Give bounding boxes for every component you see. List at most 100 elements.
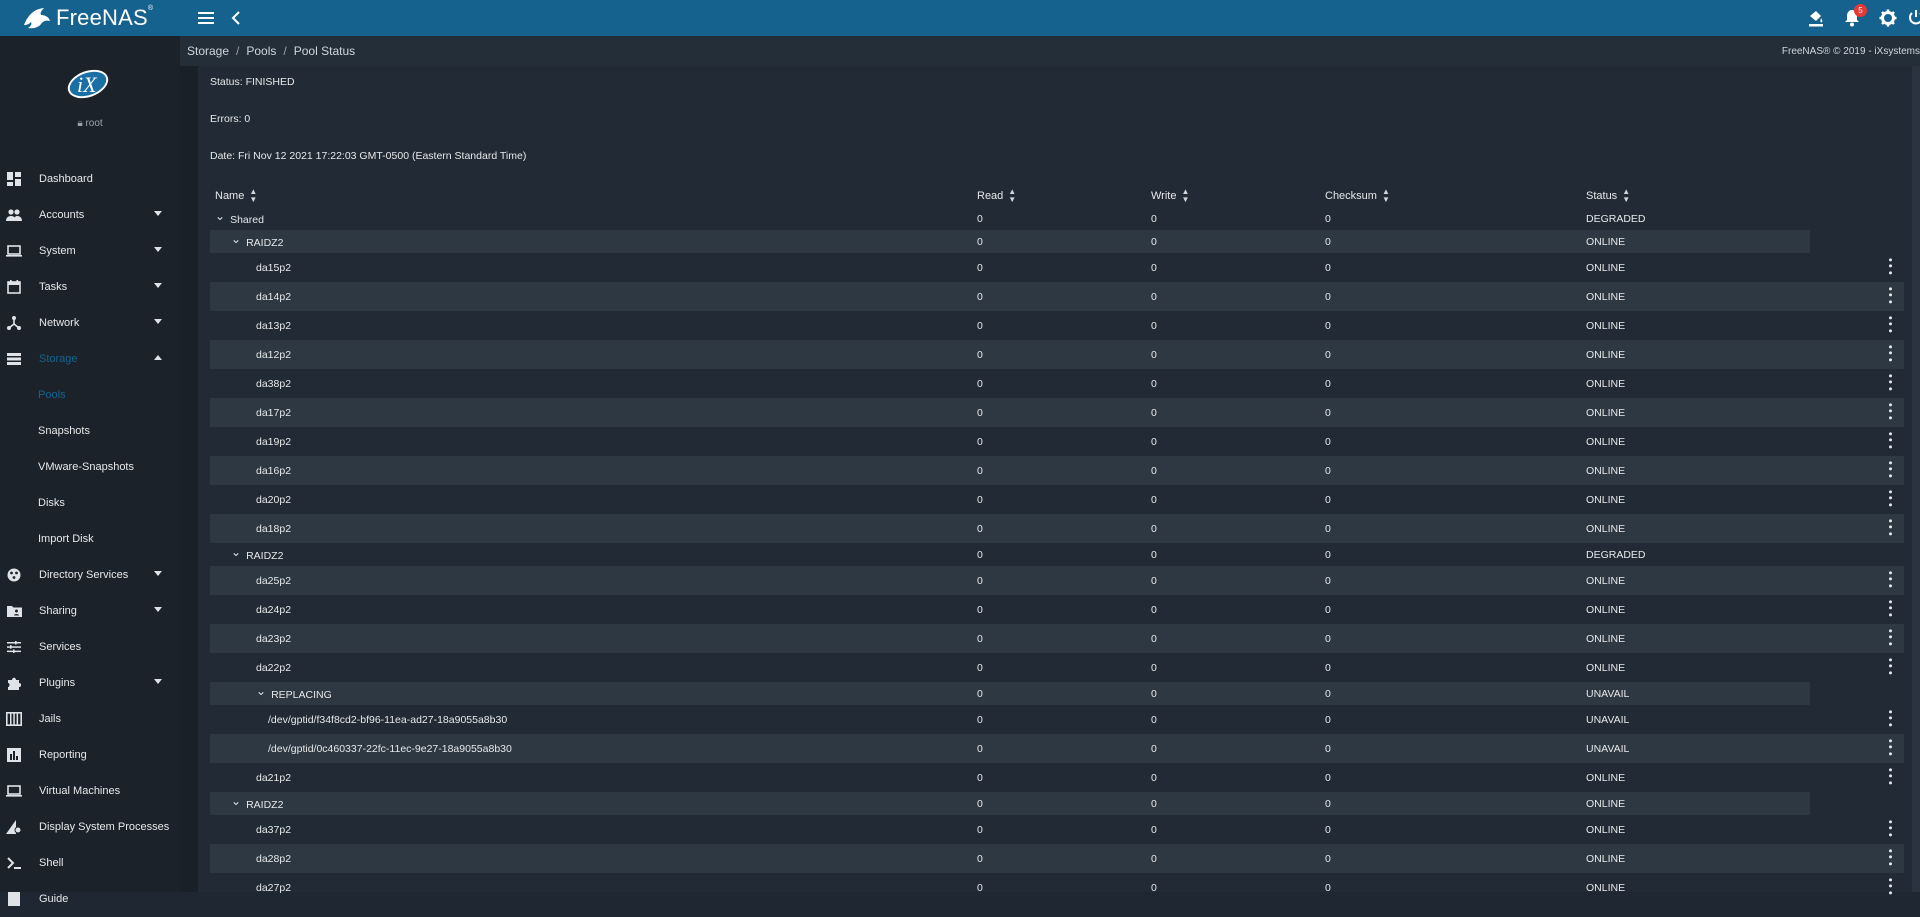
table-row[interactable]: /dev/gptid/0c460337-22fc-11ec-9e27-18a90… bbox=[210, 734, 1904, 763]
column-header-checksum[interactable]: Checksum ▲ ▼ bbox=[1325, 187, 1390, 204]
sidebar-item-virtual-machines[interactable]: Virtual Machines bbox=[0, 773, 180, 809]
column-header-name[interactable]: Name ▲ ▼ bbox=[215, 187, 258, 204]
chevron-down-icon[interactable]: ⌄ bbox=[231, 793, 242, 808]
scrub-errors: Errors: 0 bbox=[210, 113, 251, 125]
sidebar-item-dashboard[interactable]: Dashboard bbox=[0, 161, 180, 197]
cell-read: 0 bbox=[977, 377, 983, 390]
more-vert-icon[interactable] bbox=[1884, 709, 1896, 726]
menu-icon[interactable] bbox=[196, 8, 216, 28]
sidebar-item-shell[interactable]: Shell bbox=[0, 845, 180, 881]
chevron-left-icon[interactable] bbox=[228, 8, 244, 28]
sidebar-subitem-pools[interactable]: Pools bbox=[38, 389, 66, 401]
more-vert-icon[interactable] bbox=[1884, 489, 1896, 506]
table-row[interactable]: da18p2 0 0 0 ONLINE bbox=[210, 514, 1904, 543]
sidebar-item-plugins[interactable]: Plugins bbox=[0, 665, 180, 701]
more-vert-icon[interactable] bbox=[1884, 848, 1896, 865]
table-row[interactable]: da12p2 0 0 0 ONLINE bbox=[210, 340, 1904, 369]
sidebar-item-accounts[interactable]: Accounts bbox=[0, 197, 180, 233]
chevron-down-icon[interactable]: ⌄ bbox=[231, 544, 242, 559]
cell-name-text: da14p2 bbox=[256, 290, 292, 303]
cell-read: 0 bbox=[977, 713, 983, 726]
more-vert-icon[interactable] bbox=[1884, 431, 1896, 448]
table-row[interactable]: da19p2 0 0 0 ONLINE bbox=[210, 427, 1904, 456]
table-row[interactable]: da13p2 0 0 0 ONLINE bbox=[210, 311, 1904, 340]
computer-icon bbox=[6, 783, 22, 799]
table-group-row[interactable]: ⌄ RAIDZ2 0 0 0 ONLINE bbox=[210, 230, 1904, 253]
chevron-down-icon[interactable]: ⌄ bbox=[256, 683, 267, 698]
table-row[interactable]: da37p2 0 0 0 ONLINE bbox=[210, 815, 1904, 844]
table-group-row[interactable]: ⌄ RAIDZ2 0 0 0 DEGRADED bbox=[210, 543, 1904, 566]
column-header-write[interactable]: Write ▲ ▼ bbox=[1151, 187, 1190, 204]
table-row[interactable]: da27p2 0 0 0 ONLINE bbox=[210, 873, 1904, 902]
table-row[interactable]: /dev/gptid/f34f8cd2-bf96-11ea-ad27-18a90… bbox=[210, 705, 1904, 734]
sidebar-item-tasks[interactable]: Tasks bbox=[0, 269, 180, 305]
table-row[interactable]: da23p2 0 0 0 ONLINE bbox=[210, 624, 1904, 653]
column-header-status[interactable]: Status ▲ ▼ bbox=[1586, 187, 1631, 204]
more-vert-icon[interactable] bbox=[1884, 819, 1896, 836]
sidebar-item-services[interactable]: Services bbox=[0, 629, 180, 665]
table-row[interactable]: da38p2 0 0 0 ONLINE bbox=[210, 369, 1904, 398]
sidebar-item-network[interactable]: Network bbox=[0, 305, 180, 341]
sidebar-item-jails[interactable]: Jails bbox=[0, 701, 180, 737]
sidebar-subitem-disks[interactable]: Disks bbox=[38, 497, 65, 509]
breadcrumb-item-storage[interactable]: Storage bbox=[187, 44, 230, 58]
more-vert-icon[interactable] bbox=[1884, 402, 1896, 419]
notifications-icon[interactable]: 5 bbox=[1834, 0, 1870, 36]
more-vert-icon[interactable] bbox=[1884, 628, 1896, 645]
content-gutter bbox=[180, 66, 198, 892]
more-vert-dot bbox=[1888, 431, 1892, 435]
breadcrumb-bar: Storage / Pools / Pool Status FreeNAS® ©… bbox=[180, 36, 1920, 66]
table-row[interactable]: da15p2 0 0 0 ONLINE bbox=[210, 253, 1904, 282]
more-vert-icon[interactable] bbox=[1884, 460, 1896, 477]
table-row[interactable]: da25p2 0 0 0 ONLINE bbox=[210, 566, 1904, 595]
table-group-row[interactable]: ⌄ REPLACING 0 0 0 UNAVAIL bbox=[210, 682, 1904, 705]
sidebar-item-storage[interactable]: Storage bbox=[0, 341, 180, 377]
more-vert-icon[interactable] bbox=[1884, 738, 1896, 755]
sidebar-item-directory-services[interactable]: Directory Services bbox=[0, 557, 180, 593]
table-row[interactable]: da28p2 0 0 0 ONLINE bbox=[210, 844, 1904, 873]
table-row[interactable]: da24p2 0 0 0 ONLINE bbox=[210, 595, 1904, 624]
sidebar-item-display-system-processes[interactable]: Display System Processes bbox=[0, 809, 180, 845]
more-vert-icon[interactable] bbox=[1884, 344, 1896, 361]
more-vert-icon[interactable] bbox=[1884, 767, 1896, 784]
cell-checksum: 0 bbox=[1325, 797, 1331, 810]
sidebar-item-sharing[interactable]: Sharing bbox=[0, 593, 180, 629]
sidebar-item-system[interactable]: System bbox=[0, 233, 180, 269]
tasks-manager-icon[interactable] bbox=[1798, 0, 1834, 36]
sidebar-subitem-vmware-snapshots[interactable]: VMware-Snapshots bbox=[38, 461, 134, 473]
sidebar-item-guide[interactable]: Guide bbox=[0, 881, 180, 917]
table-row[interactable]: da20p2 0 0 0 ONLINE bbox=[210, 485, 1904, 514]
sidebar-subitem-snapshots[interactable]: Snapshots bbox=[38, 425, 90, 437]
chevron-down-icon[interactable]: ⌄ bbox=[231, 231, 242, 246]
row-background bbox=[210, 456, 1904, 485]
breadcrumb-item-pools[interactable]: Pools bbox=[246, 44, 277, 58]
sidebar-subitem-import-disk[interactable]: Import Disk bbox=[38, 533, 94, 545]
column-header-read[interactable]: Read ▲ ▼ bbox=[977, 187, 1017, 204]
more-vert-icon[interactable] bbox=[1884, 257, 1896, 274]
chevron-down-icon[interactable]: ⌄ bbox=[215, 208, 226, 223]
table-row[interactable]: da21p2 0 0 0 ONLINE bbox=[210, 763, 1904, 792]
caret-down-icon bbox=[154, 211, 162, 216]
more-vert-icon[interactable] bbox=[1884, 315, 1896, 332]
more-vert-icon[interactable] bbox=[1884, 599, 1896, 616]
table-row[interactable]: da14p2 0 0 0 ONLINE bbox=[210, 282, 1904, 311]
scrub-status: Status: FINISHED bbox=[210, 76, 295, 88]
more-vert-icon[interactable] bbox=[1884, 570, 1896, 587]
brand[interactable]: FreeNAS® bbox=[0, 5, 180, 31]
cell-read: 0 bbox=[977, 348, 983, 361]
table-row[interactable]: da17p2 0 0 0 ONLINE bbox=[210, 398, 1904, 427]
settings-gear-icon[interactable] bbox=[1870, 0, 1906, 36]
table-group-row[interactable]: ⌄ RAIDZ2 0 0 0 ONLINE bbox=[210, 792, 1904, 815]
table-group-row[interactable]: ⌄ Shared 0 0 0 DEGRADED bbox=[210, 207, 1904, 230]
more-vert-icon[interactable] bbox=[1884, 518, 1896, 535]
scrollbar[interactable] bbox=[1912, 66, 1920, 892]
table-row[interactable]: da22p2 0 0 0 ONLINE bbox=[210, 653, 1904, 682]
more-vert-icon[interactable] bbox=[1884, 373, 1896, 390]
power-icon[interactable] bbox=[1906, 0, 1920, 36]
more-vert-icon[interactable] bbox=[1884, 657, 1896, 674]
sidebar-item-reporting[interactable]: Reporting bbox=[0, 737, 180, 773]
cell-status: ONLINE bbox=[1586, 348, 1626, 361]
table-row[interactable]: da16p2 0 0 0 ONLINE bbox=[210, 456, 1904, 485]
copyright-text: FreeNAS® © 2019 - iXsystems bbox=[1781, 46, 1920, 57]
more-vert-icon[interactable] bbox=[1884, 286, 1896, 303]
